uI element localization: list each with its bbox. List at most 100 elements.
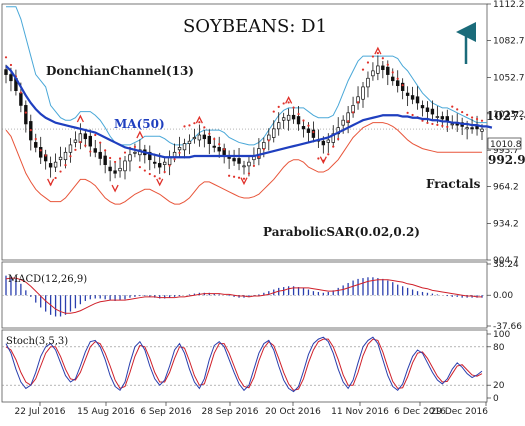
candle-body <box>4 69 8 75</box>
price-tick-label: 1023.2 <box>493 110 525 120</box>
psar-dot <box>113 160 117 164</box>
psar-dot <box>232 175 236 178</box>
candle-body <box>53 161 58 168</box>
donchian-upper-line <box>6 6 487 146</box>
psar-dot <box>4 56 8 59</box>
price-tick-label: 934.2 <box>493 220 519 230</box>
psar-dot <box>356 101 360 104</box>
psar-dot <box>99 141 102 144</box>
candle-body <box>108 166 112 172</box>
psar-dot <box>451 105 454 108</box>
candle-body <box>182 143 187 151</box>
candle-body <box>346 112 350 124</box>
psar-dot <box>69 155 72 158</box>
psar-dot <box>327 153 330 156</box>
candle-body <box>83 133 88 140</box>
psar-dot <box>307 124 310 127</box>
fractal-down <box>156 178 164 187</box>
candle-body <box>311 129 316 138</box>
psar-dot <box>133 145 137 148</box>
psar-dot <box>441 124 444 127</box>
x-tick-label: 29 Dec 2016 <box>431 407 489 417</box>
candle-body <box>475 126 479 130</box>
candle-body <box>440 116 445 120</box>
x-tick-label: 6 Dec 2016 <box>394 407 446 417</box>
price-tick-label: 1052.7 <box>493 73 525 83</box>
psar-dot <box>302 119 305 122</box>
candle-body <box>415 96 420 104</box>
x-tick-label: 15 Aug 2016 <box>77 407 135 417</box>
psar-dot <box>54 176 57 180</box>
psar-dot <box>138 165 141 169</box>
candle-body <box>277 122 281 130</box>
psar-dot <box>168 164 171 167</box>
candle-body <box>103 155 107 165</box>
psar-dot <box>381 57 384 60</box>
candle-body <box>430 108 435 115</box>
candle-body <box>465 127 469 130</box>
candle-body <box>301 126 306 130</box>
candle-body <box>391 76 395 82</box>
candle-body <box>148 151 152 161</box>
psar-dot <box>297 112 300 116</box>
psar-dot <box>64 164 67 167</box>
price-tick-label: 964.2 <box>493 183 519 193</box>
candle-body <box>24 105 28 125</box>
candle-body <box>450 123 454 126</box>
psar-dot <box>431 122 434 126</box>
price-tick-label: 1082.7 <box>493 36 525 46</box>
price-tick-label: 1112.2 <box>493 0 525 10</box>
psar-dot <box>426 121 429 125</box>
candle-body <box>420 105 425 109</box>
psar-label: ParabolicSAR(0.02,0.2) <box>263 225 420 239</box>
x-tick-label: 11 Nov 2016 <box>331 407 389 417</box>
stoch-k-line <box>5 336 483 393</box>
fractal-down <box>319 156 327 165</box>
psar-dot <box>257 155 260 159</box>
candle-body <box>361 86 365 100</box>
x-tick-label: 20 Oct 2016 <box>265 407 321 417</box>
candle-body <box>371 70 375 77</box>
psar-dot <box>337 137 340 141</box>
stoch-label: Stoch(3,5,3) <box>6 336 68 347</box>
psar-dot <box>44 154 47 157</box>
current-price-label: 1010.8 <box>490 140 522 150</box>
candle-body <box>376 65 380 74</box>
psar-dot <box>193 122 196 125</box>
psar-dot <box>361 68 365 71</box>
price-panel-frame <box>1 3 488 261</box>
psar-dot <box>29 128 32 132</box>
stoch-tick-label: 80 <box>493 343 505 353</box>
candle-body <box>366 77 370 88</box>
fractal-up <box>136 130 144 139</box>
candle-body <box>237 158 241 164</box>
candle-body <box>396 80 400 87</box>
candle-body <box>272 128 276 138</box>
candle-body <box>123 160 127 172</box>
psar-dot <box>39 149 42 152</box>
candles <box>4 55 484 182</box>
psar-dot <box>242 177 246 180</box>
psar-dot <box>282 102 285 105</box>
psar-dot <box>109 156 112 160</box>
candle-body <box>386 66 390 75</box>
ma50-line <box>5 65 493 159</box>
candle-body <box>202 134 207 140</box>
psar-dot <box>24 111 27 114</box>
psar-dot <box>317 157 320 160</box>
psar-dot <box>74 148 77 151</box>
candle-body <box>242 165 246 168</box>
psar-dot <box>34 137 37 141</box>
candle-body <box>167 156 172 165</box>
candle-body <box>207 135 211 145</box>
candle-body <box>425 107 430 112</box>
chart-title: SOYBEANS: D1 <box>183 16 327 37</box>
psar-dot <box>376 52 379 55</box>
candle-body <box>19 92 23 106</box>
psar-dot <box>163 170 166 174</box>
current-price-box <box>487 137 522 150</box>
psar-dot <box>158 177 161 180</box>
candle-body <box>405 92 410 96</box>
